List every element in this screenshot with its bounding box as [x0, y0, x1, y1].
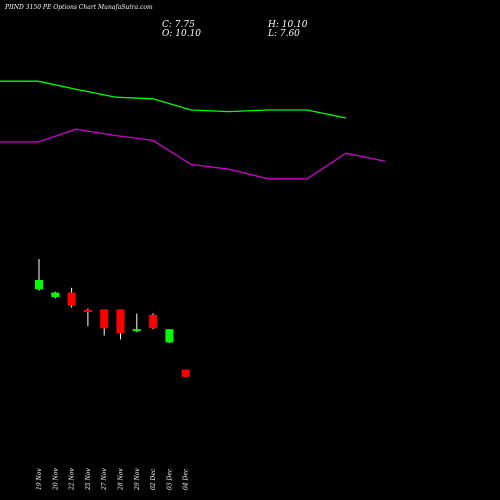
x-tick-label: 19 Nov: [36, 468, 43, 490]
x-tick-label: 02 Dec: [150, 468, 157, 490]
candle-body: [67, 292, 76, 306]
candle-body: [116, 309, 125, 334]
open-value: O: 10.10: [162, 29, 202, 39]
x-tick-label: 04 Dec: [183, 468, 190, 490]
x-tick-label: 28 Nov: [118, 468, 125, 491]
candle-body: [149, 314, 158, 329]
candle-body: [51, 292, 60, 298]
candle-body: [83, 310, 92, 312]
candle-body: [181, 369, 190, 377]
indicator-line-1: [0, 80, 347, 119]
indicator-line-2: [0, 128, 386, 180]
candle-body: [35, 280, 43, 290]
x-tick-label: 20 Nov: [52, 468, 59, 491]
candle-body: [100, 309, 109, 329]
x-tick-label: 25 Nov: [85, 468, 92, 491]
low-value: L: 7.60: [268, 29, 300, 39]
x-tick-label: 22 Nov: [69, 468, 76, 491]
chart-title: PIIND 3150 PE Options Chart MunafaSutra.…: [5, 4, 153, 11]
x-tick-label: 27 Nov: [101, 468, 108, 491]
high-value: H: 10.10: [268, 20, 308, 30]
x-tick-label: 03 Dec: [166, 468, 173, 490]
x-tick-label: 29 Nov: [134, 468, 141, 491]
candle-body: [165, 329, 174, 343]
candle-body: [132, 329, 141, 332]
close-value: C: 7.75: [162, 20, 195, 30]
